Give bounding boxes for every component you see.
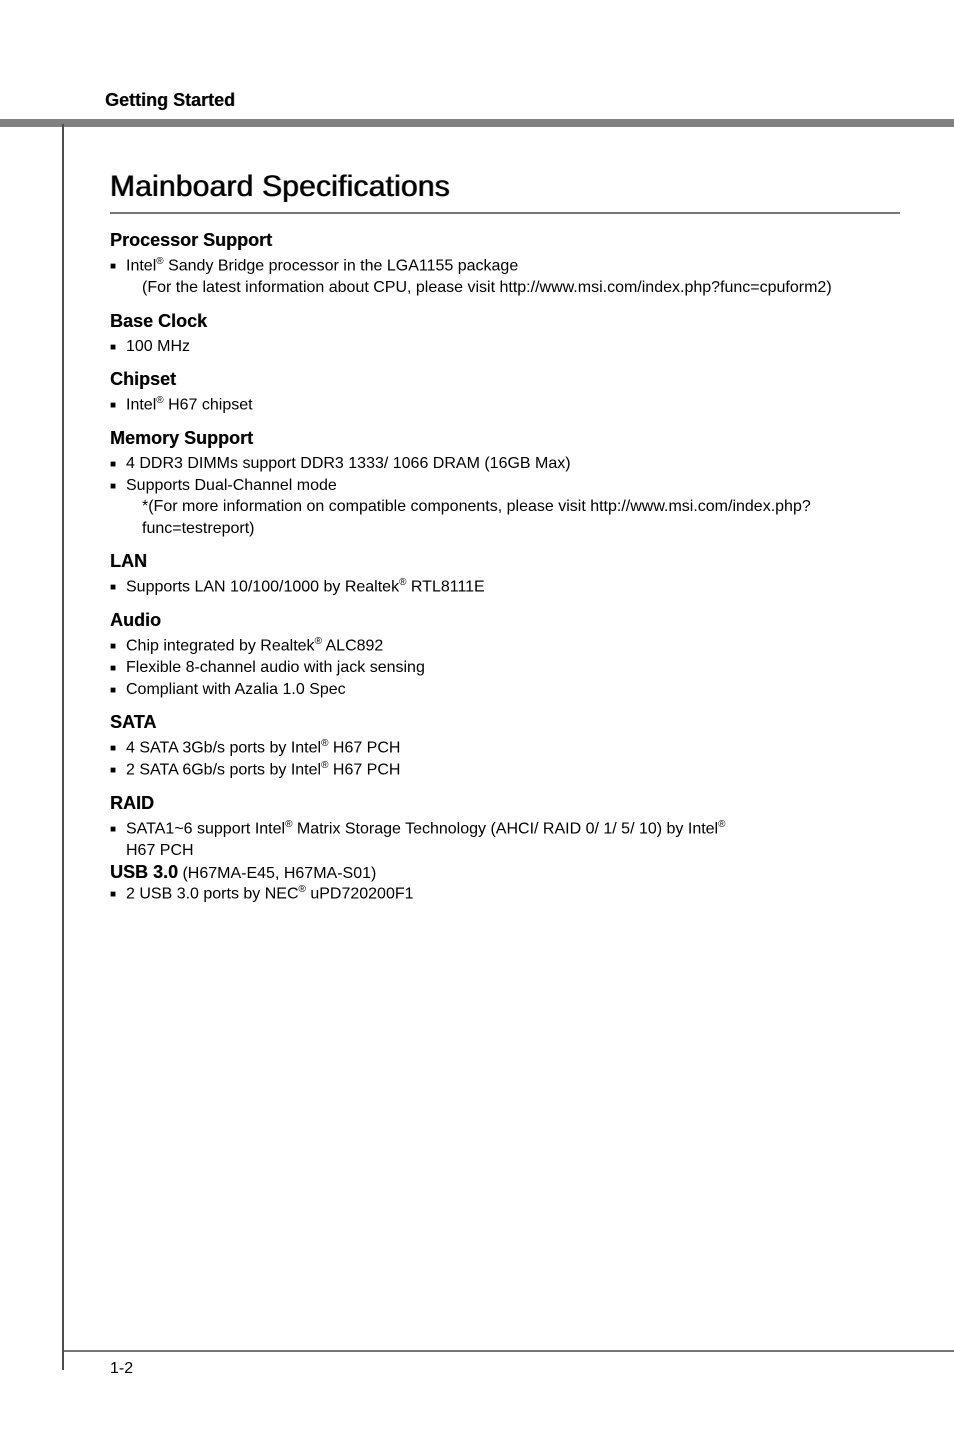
list-item: Supports Dual-Channel mode *(For more in…: [110, 475, 900, 540]
section-heading-audio: Audio: [110, 610, 900, 631]
section-heading-usb-note: (H67MA-E45, H67MA-S01): [178, 865, 376, 882]
memory-list: 4 DDR3 DIMMs support DDR3 1333/ 1066 DRA…: [110, 453, 900, 539]
item-text: 2 USB 3.0 ports by NEC: [126, 885, 299, 902]
footer-rule: [64, 1350, 954, 1352]
item-text: 100 MHz: [126, 338, 190, 355]
audio-list: Chip integrated by Realtek® ALC892 Flexi…: [110, 635, 900, 700]
lan-list: Supports LAN 10/100/1000 by Realtek® RTL…: [110, 576, 900, 598]
item-text: Intel: [126, 257, 156, 274]
usb-list: 2 USB 3.0 ports by NEC® uPD720200F1: [110, 883, 900, 905]
section-heading-baseclock: Base Clock: [110, 311, 900, 332]
header-rule: [0, 119, 954, 127]
section-heading-usb-wrap: USB 3.0 (H67MA-E45, H67MA-S01): [110, 862, 900, 883]
item-text: H67 chipset: [164, 396, 253, 413]
raid-list: SATA1~6 support Intel ® Matrix Storage Te…: [110, 818, 900, 862]
page: Getting Started Mainboard Specifications…: [0, 0, 954, 1432]
list-item: 2 SATA 6Gb/s ports by Intel® H67 PCH: [110, 759, 900, 781]
item-text: uPD720200F1: [306, 885, 414, 902]
page-title: Mainboard Specifications: [110, 170, 900, 214]
list-item: 4 DDR3 DIMMs support DDR3 1333/ 1066 DRA…: [110, 453, 900, 475]
sup: ®: [299, 884, 306, 895]
section-heading-raid: RAID: [110, 793, 900, 814]
list-item: Flexible 8-channel audio with jack sensi…: [110, 657, 900, 679]
section-heading-sata: SATA: [110, 712, 900, 733]
section-heading-usb: USB 3.0: [110, 862, 178, 882]
item-text: Supports Dual-Channel mode: [126, 477, 337, 494]
vertical-rule: [62, 124, 64, 1370]
item-text: 2 SATA 6Gb/s ports by Intel: [126, 762, 321, 779]
item-sub: *(For more information on compatible com…: [126, 496, 900, 539]
item-text: Intel: [126, 396, 156, 413]
list-item: Intel® H67 chipset: [110, 394, 900, 416]
list-item: Compliant with Azalia 1.0 Spec: [110, 679, 900, 701]
header-title: Getting Started: [0, 90, 954, 119]
sup: ®: [718, 819, 725, 830]
item-text: Chip integrated by Realtek: [126, 638, 315, 655]
chipset-list: Intel® H67 chipset: [110, 394, 900, 416]
item-text: SATA1~6 support Intel: [126, 821, 285, 838]
item-text: 4 DDR3 DIMMs support DDR3 1333/ 1066 DRA…: [126, 455, 571, 472]
item-text: H67 PCH: [126, 840, 900, 862]
item-text: Supports LAN 10/100/1000 by Realtek: [126, 579, 399, 596]
section-heading-chipset: Chipset: [110, 369, 900, 390]
item-text: 4 SATA 3Gb/s ports by Intel: [126, 740, 321, 757]
item-text: H67 PCH: [328, 740, 400, 757]
section-heading-memory: Memory Support: [110, 428, 900, 449]
sup: ®: [315, 636, 322, 647]
list-item: 100 MHz: [110, 336, 900, 358]
item-text: Compliant with Azalia 1.0 Spec: [126, 681, 346, 698]
item-text: H67 PCH: [328, 762, 400, 779]
sup: ®: [156, 395, 163, 406]
item-text: Sandy Bridge processor in the LGA1155 pa…: [164, 257, 519, 274]
processor-list: Intel® Sandy Bridge processor in the LGA…: [110, 255, 900, 299]
sup: ®: [156, 256, 163, 267]
item-text: Matrix Storage Technology (AHCI/ RAID 0/…: [292, 821, 718, 838]
section-heading-processor: Processor Support: [110, 230, 900, 251]
item-text: ALC892: [322, 638, 383, 655]
sata-list: 4 SATA 3Gb/s ports by Intel® H67 PCH 2 S…: [110, 737, 900, 781]
item-text: Flexible 8-channel audio with jack sensi…: [126, 659, 425, 676]
content-area: Mainboard Specifications Processor Suppo…: [110, 170, 900, 905]
section-heading-lan: LAN: [110, 551, 900, 572]
baseclock-list: 100 MHz: [110, 336, 900, 358]
list-item: 4 SATA 3Gb/s ports by Intel® H67 PCH: [110, 737, 900, 759]
list-item: 2 USB 3.0 ports by NEC® uPD720200F1: [110, 883, 900, 905]
list-item: Intel® Sandy Bridge processor in the LGA…: [110, 255, 900, 299]
item-sub: (For the latest information about CPU, p…: [126, 277, 900, 299]
page-number: 1-2: [110, 1360, 133, 1378]
list-item: Chip integrated by Realtek® ALC892: [110, 635, 900, 657]
page-header: Getting Started: [0, 90, 954, 127]
item-text: RTL8111E: [406, 579, 484, 596]
list-item: SATA1~6 support Intel ® Matrix Storage Te…: [110, 818, 900, 862]
list-item: Supports LAN 10/100/1000 by Realtek® RTL…: [110, 576, 900, 598]
